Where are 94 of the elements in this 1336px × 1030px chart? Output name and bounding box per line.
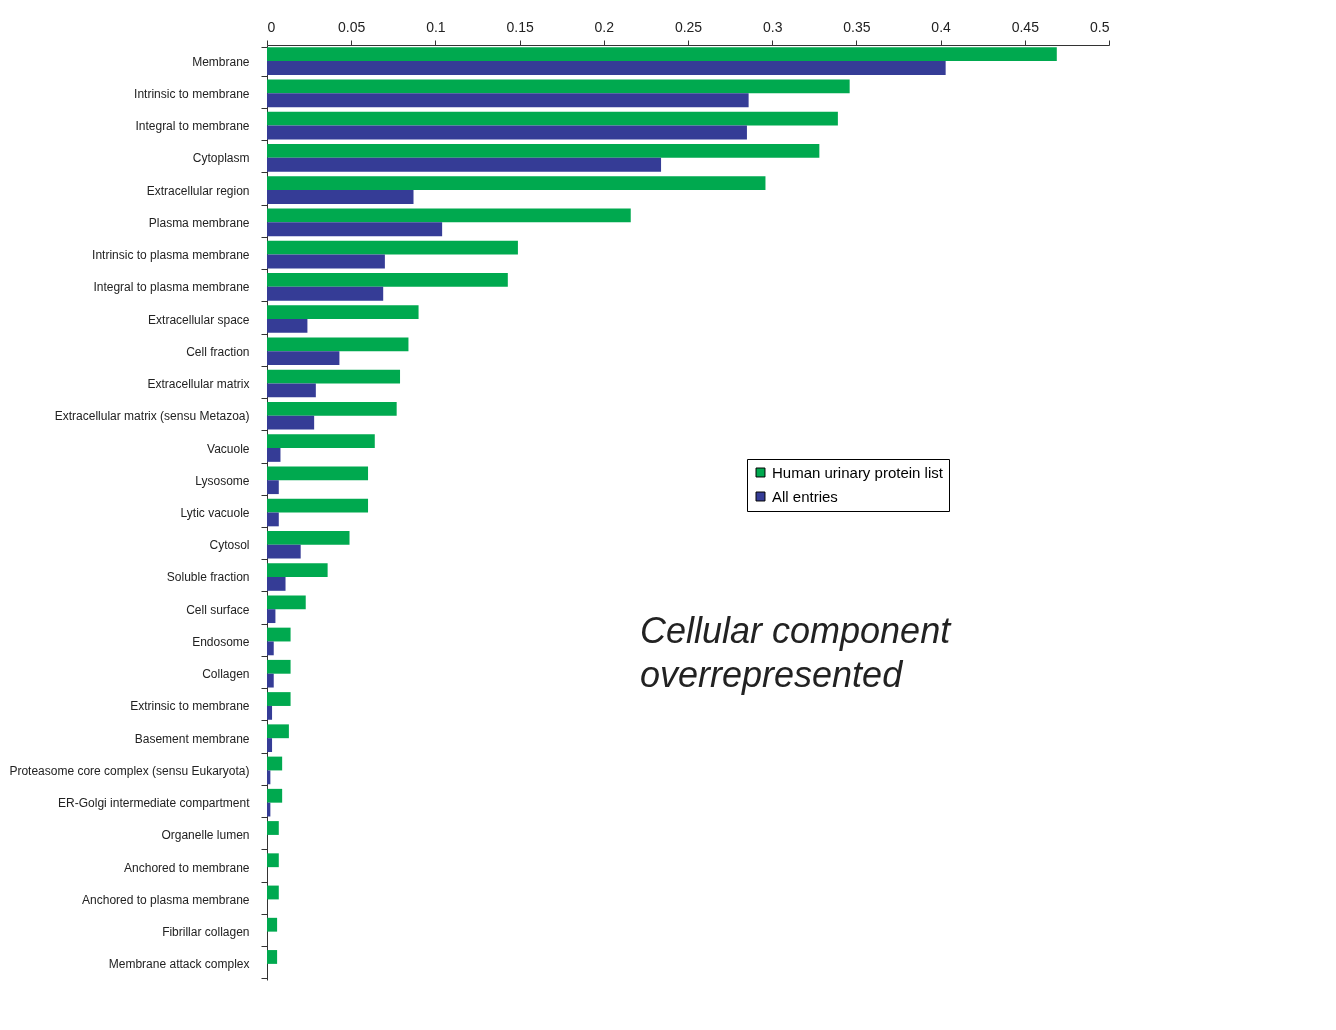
bar xyxy=(267,627,291,642)
legend-label: All entries xyxy=(772,487,838,505)
y-tick-label: Anchored to plasma membrane xyxy=(82,892,250,907)
y-tick-label: Basement membrane xyxy=(134,731,250,746)
x-tick-label: 0.35 xyxy=(843,18,871,35)
bar xyxy=(267,821,279,835)
bar xyxy=(267,319,308,333)
y-tick-label: Lytic vacuole xyxy=(180,506,250,520)
bar xyxy=(267,369,401,384)
y-tick-label: Fibrillar collagen xyxy=(162,925,250,940)
y-tick-label: Extracellular space xyxy=(148,312,250,327)
bar xyxy=(267,254,385,269)
bar xyxy=(267,563,328,577)
bar xyxy=(267,144,820,158)
y-tick-label: Cell surface xyxy=(186,602,250,617)
bar xyxy=(267,448,281,462)
bar xyxy=(267,853,279,868)
y-tick-label: Integral to membrane xyxy=(135,119,250,134)
bar xyxy=(267,272,508,287)
y-tick-label: Cytoplasm xyxy=(192,151,250,166)
x-tick-label: 0.05 xyxy=(338,18,366,35)
bar xyxy=(267,61,946,75)
y-tick-label: Cell fraction xyxy=(186,344,250,359)
y-tick-label: Extracellular matrix xyxy=(147,377,250,392)
bar xyxy=(267,705,273,720)
y-tick-label: Membrane xyxy=(192,54,250,69)
bar xyxy=(267,673,274,688)
bar xyxy=(267,47,1057,62)
bar xyxy=(267,337,409,352)
y-tick-label: Organelle lumen xyxy=(161,828,250,843)
y-tick-label: Intrinsic to membrane xyxy=(134,86,250,101)
y-tick-label: Integral to plasma membrane xyxy=(93,280,250,295)
y-tick-label: Cytosol xyxy=(209,538,250,553)
bar xyxy=(267,190,414,204)
bar xyxy=(267,93,749,108)
bar xyxy=(267,383,316,398)
y-tick-label: Collagen xyxy=(202,667,250,682)
x-tick-label: 0.5 xyxy=(1090,18,1110,35)
y-tick-label: Lysosome xyxy=(195,473,250,488)
y-tick-label: Proteasome core complex (sensu Eukaryota) xyxy=(9,763,250,778)
x-tick-label: 0.1 xyxy=(426,18,446,35)
bar xyxy=(267,111,838,126)
bar xyxy=(267,79,850,94)
bar xyxy=(267,401,397,416)
y-tick-label: Extracellular region xyxy=(146,183,250,198)
bar xyxy=(267,305,419,320)
y-tick-label: Extracellular matrix (sensu Metazoa) xyxy=(54,409,250,424)
bar xyxy=(267,724,289,739)
bar xyxy=(267,544,301,559)
y-tick-label: Soluble fraction xyxy=(166,570,250,585)
bar xyxy=(267,609,276,624)
y-tick-label: Anchored to membrane xyxy=(124,860,250,875)
y-tick-label: Plasma membrane xyxy=(148,215,250,230)
y-tick-label: Extrinsic to membrane xyxy=(130,699,250,714)
bar xyxy=(267,480,279,495)
annotation: Cellular component overrepresented xyxy=(640,610,953,695)
bar xyxy=(267,351,340,366)
x-tick-label: 0.45 xyxy=(1011,18,1040,35)
bar xyxy=(267,157,662,172)
bar xyxy=(267,498,369,513)
y-tick-label: ER-Golgi intermediate compartment xyxy=(58,796,251,811)
legend-label: Human urinary protein list xyxy=(772,463,944,481)
y-tick-label: Endosome xyxy=(192,634,250,649)
x-tick-label: 0.15 xyxy=(506,18,534,35)
bar xyxy=(267,885,279,900)
x-tick-label: 0 xyxy=(267,18,276,35)
bar xyxy=(267,595,306,610)
x-tick-label: 0.4 xyxy=(931,18,952,35)
bar xyxy=(267,788,283,803)
bar xyxy=(267,917,278,932)
bar xyxy=(267,512,279,527)
bar xyxy=(267,756,283,771)
bar xyxy=(267,466,369,481)
bar xyxy=(267,530,350,545)
bar xyxy=(267,738,273,753)
bar xyxy=(267,692,291,706)
bar xyxy=(267,286,384,301)
x-tick-label: 0.3 xyxy=(762,18,783,35)
bar xyxy=(267,641,274,656)
bar xyxy=(267,208,631,223)
x-tick-label: 0.2 xyxy=(594,18,615,35)
bar xyxy=(267,176,766,191)
bar xyxy=(267,240,518,255)
y-tick-label: Vacuole xyxy=(207,441,250,456)
bar xyxy=(267,576,286,591)
bar xyxy=(267,950,278,964)
bar xyxy=(267,659,291,674)
bar xyxy=(267,434,375,449)
x-tick-label: 0.25 xyxy=(674,18,703,35)
bar xyxy=(267,125,747,140)
bar xyxy=(267,415,315,430)
bar xyxy=(267,222,443,237)
y-tick-label: Membrane attack complex xyxy=(108,957,250,972)
y-tick-label: Intrinsic to plasma membrane xyxy=(92,248,250,263)
